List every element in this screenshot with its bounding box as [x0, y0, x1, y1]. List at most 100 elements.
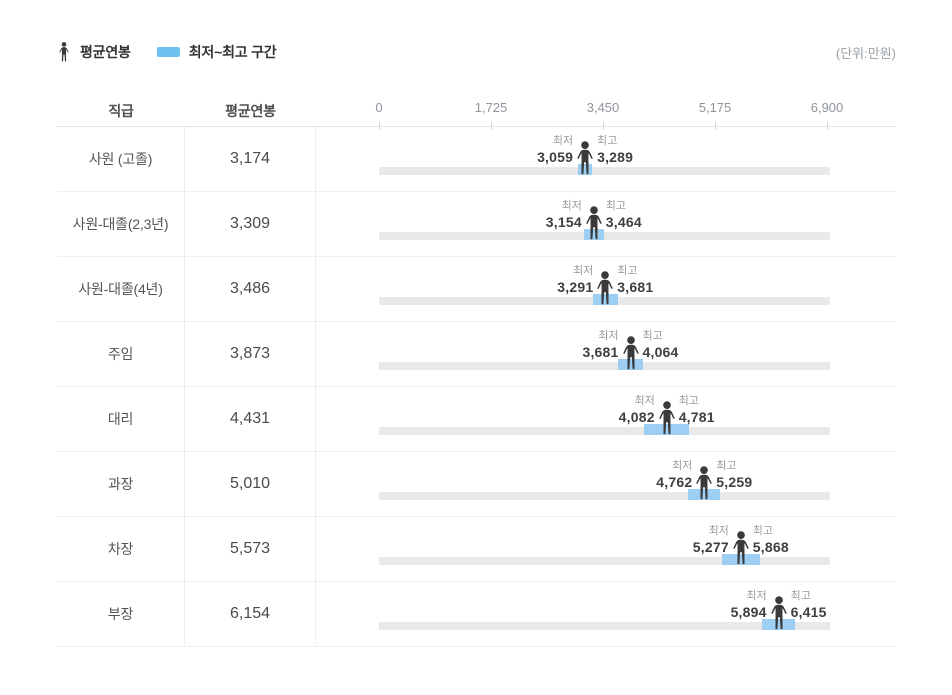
position-label: 주임 — [57, 322, 185, 386]
person-icon — [59, 42, 69, 62]
max-value-block: 최고 3,681 — [617, 265, 653, 296]
max-value: 4,064 — [642, 344, 679, 361]
person-icon — [577, 141, 593, 175]
average-marker — [594, 271, 617, 305]
max-value-block: 최고 5,868 — [753, 525, 789, 556]
position-label: 대리 — [57, 387, 185, 451]
table-row: 사원-대졸(2,3년) 3,309 최저 3,154 최고 3,464 — [57, 192, 896, 257]
avg-salary-value: 3,174 — [185, 127, 316, 191]
min-caption: 최저 — [634, 395, 655, 407]
table-row: 사원 (고졸) 3,174 최저 3,059 최고 3,289 — [57, 127, 896, 192]
min-caption: 최저 — [561, 200, 582, 212]
position-label: 부장 — [57, 582, 185, 646]
axis-track-bar — [379, 557, 830, 565]
person-icon — [696, 466, 712, 500]
min-value: 4,082 — [618, 409, 655, 426]
max-caption: 최고 — [617, 265, 638, 277]
header-position: 직급 — [108, 103, 134, 119]
max-value: 6,415 — [790, 604, 827, 621]
axis-track-bar — [379, 427, 830, 435]
max-value-block: 최고 5,259 — [716, 460, 752, 491]
table-row: 사원-대졸(4년) 3,486 최저 3,291 최고 3,681 — [57, 257, 896, 322]
avg-salary-value: 5,573 — [185, 517, 316, 581]
min-value: 5,894 — [730, 604, 767, 621]
range-swatch-icon — [156, 47, 180, 57]
person-icon — [733, 531, 749, 565]
axis-tick-label: 1,725 — [474, 100, 508, 115]
avg-salary-value: 3,309 — [185, 192, 316, 256]
min-max-range-bar — [688, 489, 721, 500]
max-value-block: 최고 4,781 — [679, 395, 715, 426]
legend-average-label: 평균연봉 — [80, 44, 131, 60]
max-caption: 최고 — [642, 330, 663, 342]
axis-tick-mark — [491, 122, 492, 130]
min-value-block: 최저 3,291 — [557, 265, 593, 296]
min-value-block: 최저 4,762 — [656, 460, 692, 491]
min-max-range-bar — [577, 164, 593, 175]
table-row: 과장 5,010 최저 4,762 최고 5,259 — [57, 452, 896, 517]
avg-salary-value: 6,154 — [185, 582, 316, 646]
person-icon — [659, 401, 675, 435]
max-caption: 최고 — [790, 590, 811, 602]
axis-tick-label: 5,175 — [698, 100, 732, 115]
min-value: 3,291 — [557, 279, 594, 296]
min-value: 3,154 — [545, 214, 582, 231]
max-value-block: 최고 3,464 — [606, 200, 642, 231]
average-marker — [729, 531, 752, 565]
min-max-range-bar — [761, 619, 796, 630]
min-caption: 최저 — [708, 525, 729, 537]
max-value: 3,289 — [597, 149, 634, 166]
table-row: 차장 5,573 최저 5,277 최고 5,868 — [57, 517, 896, 582]
min-value: 5,277 — [692, 539, 729, 556]
min-max-range-bar — [592, 294, 618, 305]
axis-tick-label: 3,450 — [586, 100, 620, 115]
range-chart-cell: 최저 3,059 최고 3,289 — [316, 127, 896, 191]
max-caption: 최고 — [678, 395, 699, 407]
min-caption: 최저 — [746, 590, 767, 602]
min-caption: 최저 — [672, 460, 693, 472]
min-value-block: 최저 3,681 — [582, 330, 618, 361]
chart-legend: 평균연봉 최저~최고 구간 (단위:만원) — [57, 42, 896, 62]
min-caption: 최저 — [573, 265, 594, 277]
average-marker — [619, 336, 642, 370]
axis-track-bar — [379, 232, 830, 240]
legend-range-label: 최저~최고 구간 — [188, 44, 277, 60]
min-value: 3,681 — [582, 344, 619, 361]
person-icon — [597, 271, 613, 305]
avg-salary-value: 5,010 — [185, 452, 316, 516]
position-label: 차장 — [57, 517, 185, 581]
header-avg-salary: 평균연봉 — [225, 103, 276, 119]
max-value: 5,868 — [752, 539, 789, 556]
range-chart-cell: 최저 5,277 최고 5,868 — [316, 517, 896, 581]
min-value-block: 최저 4,082 — [619, 395, 655, 426]
axis-tick-mark — [827, 122, 828, 130]
table-row: 부장 6,154 최저 5,894 최고 6,415 — [57, 582, 896, 647]
axis-tick-label: 6,900 — [810, 100, 844, 115]
axis-track-bar — [379, 492, 830, 500]
position-label: 사원-대졸(2,3년) — [57, 192, 185, 256]
axis-tick-mark — [715, 122, 716, 130]
min-value: 3,059 — [537, 149, 574, 166]
table-body: 사원 (고졸) 3,174 최저 3,059 최고 3,289 사원-대졸(2,… — [57, 127, 896, 647]
axis-track-bar — [379, 622, 830, 630]
table-row: 대리 4,431 최저 4,082 최고 4,781 — [57, 387, 896, 452]
max-value: 3,464 — [605, 214, 642, 231]
min-value: 4,762 — [656, 474, 693, 491]
person-icon — [622, 336, 639, 370]
axis-tick-mark — [379, 122, 380, 130]
min-max-range-bar — [618, 359, 643, 370]
axis-tick-label: 0 — [375, 100, 383, 115]
max-value-block: 최고 4,064 — [643, 330, 679, 361]
axis-track-bar — [379, 167, 830, 175]
table-header-row: 직급 평균연봉 0 1,725 3,450 5,175 6,900 — [57, 96, 896, 130]
min-caption: 최저 — [598, 330, 619, 342]
min-caption: 최저 — [552, 135, 574, 147]
range-chart-cell: 최저 3,291 최고 3,681 — [316, 257, 896, 321]
max-caption: 최고 — [752, 525, 774, 537]
average-marker — [655, 401, 678, 435]
person-icon — [770, 596, 787, 630]
legend-item-average: 평균연봉 — [57, 42, 131, 62]
min-max-range-bar — [644, 424, 690, 435]
max-value: 3,681 — [617, 279, 654, 296]
min-value-block: 최저 5,894 — [731, 590, 767, 621]
